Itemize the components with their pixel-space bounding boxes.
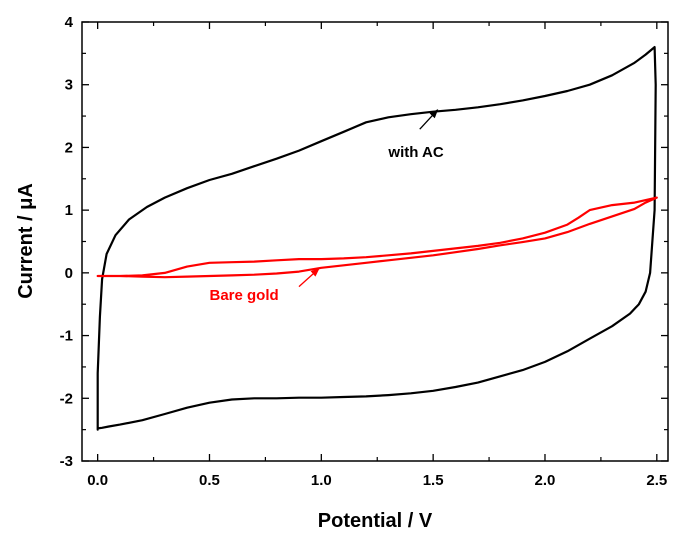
x-tick-label: 1.5 [423, 472, 444, 489]
y-tick-label: 1 [65, 202, 73, 219]
y-tick-label: 4 [65, 14, 74, 31]
y-tick-label: 2 [65, 139, 73, 156]
x-tick-label: 0.0 [87, 472, 108, 489]
series-line-2 [96, 196, 658, 279]
y-tick-label: 3 [65, 77, 73, 94]
x-tick-label: 2.0 [535, 472, 556, 489]
y-axis-label: Current / μA [15, 183, 37, 299]
annotation-arrow-2 [298, 267, 320, 288]
y-tick-label: -3 [60, 453, 73, 470]
annotations-group: with AC Bare gold [209, 109, 444, 304]
annotation-label-2: Bare gold [209, 287, 278, 304]
y-tick-label: -2 [60, 390, 73, 407]
annotation-arrow-1 [419, 109, 439, 130]
y-tick-label: -1 [60, 328, 73, 345]
x-tick-label: 0.5 [199, 472, 220, 489]
series-line-1 [96, 45, 657, 431]
x-axis-label: Potential / V [318, 510, 433, 532]
y-tick-label: 0 [65, 265, 73, 282]
annotation-label-1: with AC [387, 144, 443, 161]
axis-ticks: 0.0 0.5 1.0 1.5 2.0 2.5 -3 -2 -1 0 1 2 3 4 [60, 14, 668, 489]
series-group [96, 45, 658, 431]
x-tick-label: 1.0 [311, 472, 332, 489]
x-tick-label: 2.5 [646, 472, 667, 489]
